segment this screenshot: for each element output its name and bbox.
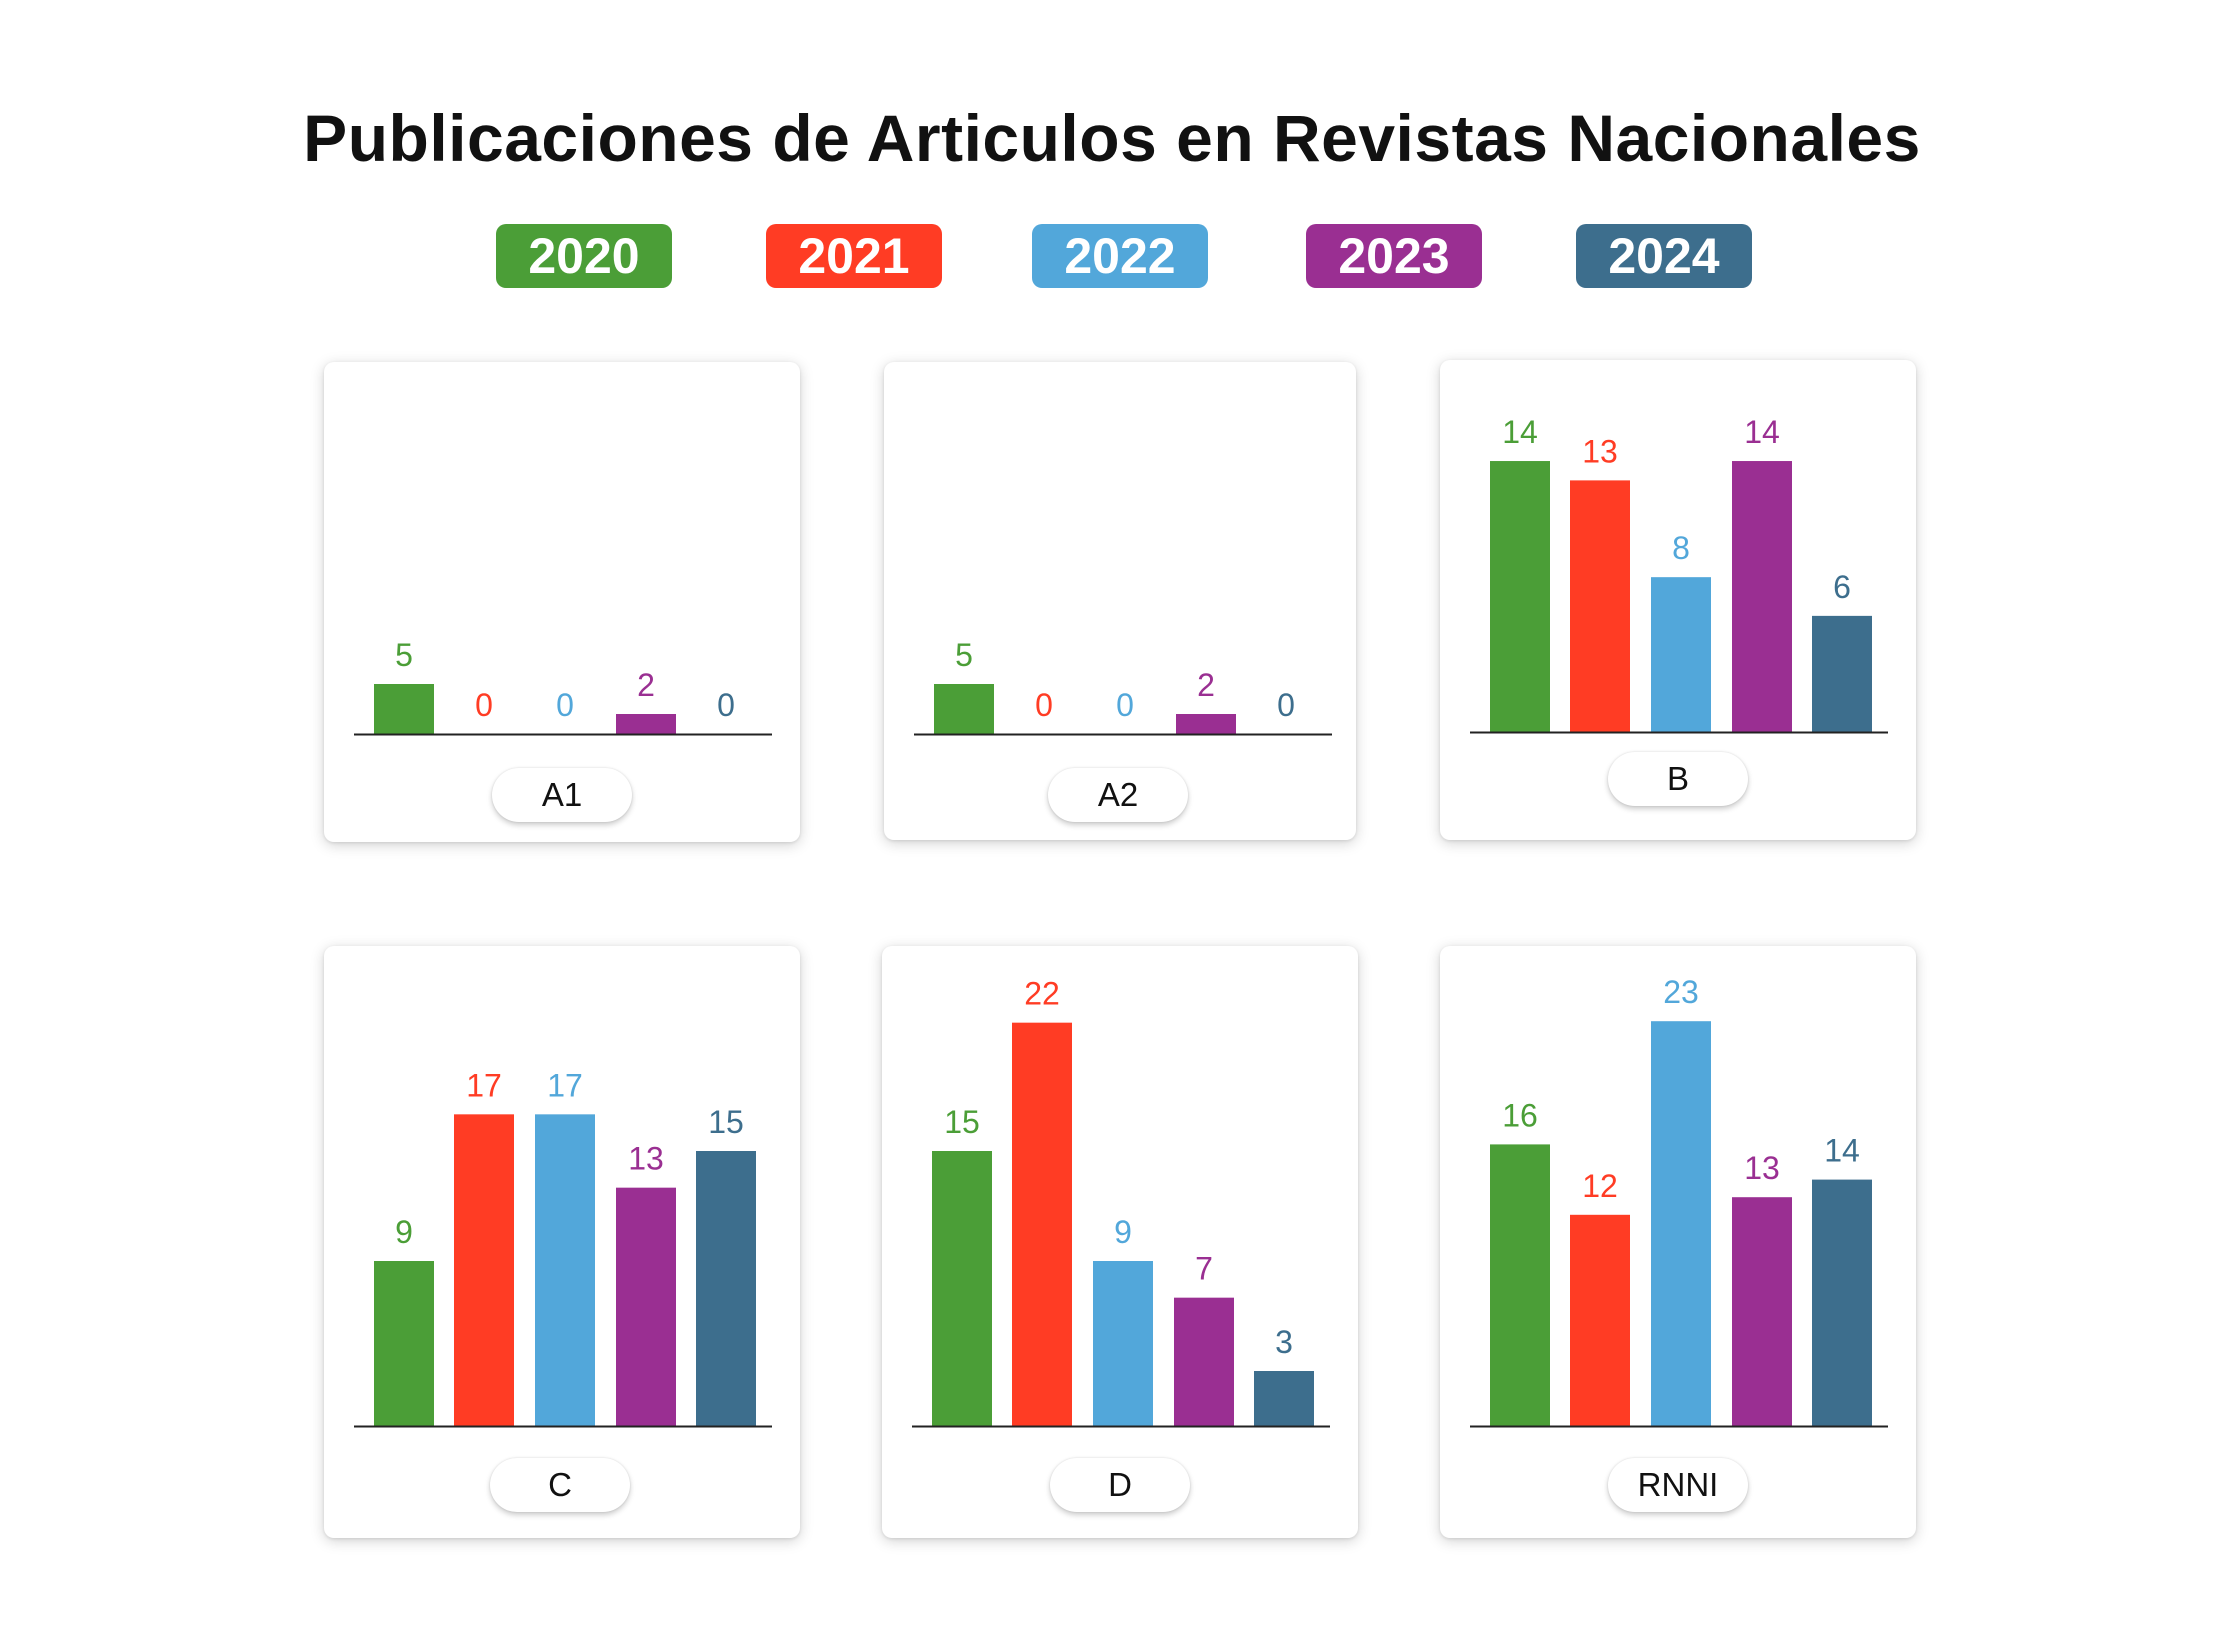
- bar-d-2021: [1012, 1022, 1072, 1426]
- bar-c-2022: [535, 1114, 595, 1426]
- bar-value-a1-2020: 5: [395, 637, 413, 673]
- bar-value-a1-2021: 0: [475, 687, 493, 723]
- bar-value-a2-2023: 2: [1197, 667, 1215, 703]
- bar-value-d-2022: 9: [1114, 1214, 1132, 1250]
- chart-card-a2: 5 0 0 2 0 A2: [884, 362, 1356, 840]
- bar-d-2020: [932, 1151, 992, 1426]
- bar-value-rnni-2024: 14: [1824, 1133, 1860, 1169]
- bar-value-a2-2024: 0: [1277, 687, 1295, 723]
- category-label-c: C: [490, 1458, 630, 1512]
- bar-value-c-2022: 17: [547, 1067, 583, 1103]
- bar-value-d-2024: 3: [1275, 1324, 1293, 1360]
- category-label-a2: A2: [1048, 768, 1188, 822]
- bar-value-rnni-2023: 13: [1744, 1150, 1780, 1186]
- bar-a2-2023: [1176, 714, 1236, 734]
- bar-value-d-2020: 15: [944, 1104, 980, 1140]
- category-label-a1: A1: [492, 768, 632, 822]
- legend-2024: 2024: [1576, 224, 1752, 288]
- bar-d-2022: [1093, 1261, 1153, 1426]
- bar-value-d-2023: 7: [1195, 1251, 1213, 1287]
- bar-value-rnni-2022: 23: [1663, 974, 1699, 1010]
- bar-value-a1-2022: 0: [556, 687, 574, 723]
- bar-b-2021: [1570, 480, 1630, 732]
- bar-a1-2020: [374, 684, 434, 734]
- legend-2021: 2021: [766, 224, 942, 288]
- bar-c-2024: [696, 1151, 756, 1426]
- chart-card-d: 15 22 9 7 3 D: [882, 946, 1358, 1538]
- bar-value-c-2021: 17: [466, 1067, 502, 1103]
- bar-value-a2-2022: 0: [1116, 687, 1134, 723]
- bar-c-2020: [374, 1261, 434, 1426]
- bar-value-a2-2020: 5: [955, 637, 973, 673]
- bar-value-rnni-2021: 12: [1582, 1168, 1618, 1204]
- bar-chart-b: 14 13 8 14 6: [1470, 414, 1888, 734]
- bar-value-b-2021: 13: [1582, 433, 1618, 469]
- bar-c-2023: [616, 1187, 676, 1426]
- chart-card-rnni: 16 12 23 13 14 RNNI: [1440, 946, 1916, 1538]
- bar-value-d-2021: 22: [1024, 976, 1060, 1012]
- bar-value-a1-2023: 2: [637, 667, 655, 703]
- legend-2022: 2022: [1032, 224, 1208, 288]
- bar-value-b-2023: 14: [1744, 414, 1780, 450]
- bar-a1-2023: [616, 714, 676, 734]
- legend-2020: 2020: [496, 224, 672, 288]
- bar-rnni-2023: [1732, 1197, 1792, 1426]
- bar-rnni-2022: [1651, 1021, 1711, 1426]
- bar-chart-a1: 5 0 0 2 0: [354, 637, 772, 736]
- category-label-d: D: [1050, 1458, 1190, 1512]
- bar-value-rnni-2020: 16: [1502, 1097, 1538, 1133]
- chart-title: Publicaciones de Articulos en Revistas N…: [303, 101, 1921, 175]
- bar-c-2021: [454, 1114, 514, 1426]
- bar-value-c-2020: 9: [395, 1214, 413, 1250]
- bar-chart-c: 9 17 17 13 15: [354, 1067, 772, 1428]
- bar-d-2024: [1254, 1371, 1314, 1426]
- bar-value-b-2020: 14: [1502, 414, 1538, 450]
- chart-card-c: 9 17 17 13 15 C: [324, 946, 800, 1538]
- chart-card-b: 14 13 8 14 6 B: [1440, 360, 1916, 840]
- bar-b-2022: [1651, 577, 1711, 732]
- bar-value-b-2022: 8: [1672, 530, 1690, 566]
- category-label-b: B: [1608, 752, 1748, 806]
- chart-card-a1: 5 0 0 2 0 A1: [324, 362, 800, 842]
- bar-chart-rnni: 16 12 23 13 14: [1470, 974, 1888, 1428]
- bar-b-2023: [1732, 461, 1792, 732]
- category-label-rnni: RNNI: [1608, 1458, 1748, 1512]
- bar-value-a1-2024: 0: [717, 687, 735, 723]
- bar-b-2020: [1490, 461, 1550, 732]
- bar-chart-a2: 5 0 0 2 0: [914, 637, 1332, 736]
- bar-rnni-2024: [1812, 1179, 1872, 1426]
- bar-value-b-2024: 6: [1833, 569, 1851, 605]
- bar-value-a2-2021: 0: [1035, 687, 1053, 723]
- bar-value-c-2024: 15: [708, 1104, 744, 1140]
- bar-value-c-2023: 13: [628, 1141, 664, 1177]
- bar-d-2023: [1174, 1297, 1234, 1426]
- bar-a2-2020: [934, 684, 994, 734]
- bar-chart-d: 15 22 9 7 3: [912, 976, 1330, 1428]
- bar-b-2024: [1812, 615, 1872, 732]
- bar-rnni-2020: [1490, 1144, 1550, 1426]
- legend-2023: 2023: [1306, 224, 1482, 288]
- bar-rnni-2021: [1570, 1214, 1630, 1426]
